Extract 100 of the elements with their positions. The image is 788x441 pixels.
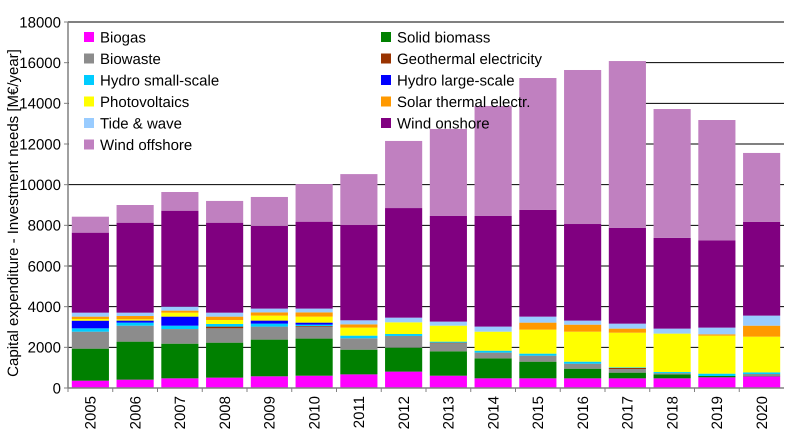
x-tick-label: 2007	[172, 396, 190, 430]
bar	[296, 326, 333, 339]
bar	[340, 324, 378, 328]
bar	[250, 316, 288, 321]
bar	[116, 312, 154, 316]
y-tick-label: 6000	[28, 258, 61, 276]
bar	[654, 109, 691, 238]
bar	[698, 336, 736, 374]
bar	[250, 320, 288, 324]
bar	[564, 70, 602, 224]
x-tick-label: 2011	[351, 396, 368, 428]
y-tick-label: 10000	[19, 176, 61, 194]
bar	[116, 322, 154, 326]
legend-label: Biowaste	[100, 50, 161, 68]
y-tick-label: 12000	[19, 136, 61, 154]
bar	[72, 320, 109, 328]
bar	[72, 232, 109, 313]
bar	[519, 330, 556, 354]
x-tick-label: 2016	[574, 396, 592, 430]
bar	[72, 332, 109, 349]
bar	[430, 343, 467, 352]
bar	[608, 61, 646, 228]
legend-label: Wind offshore	[100, 136, 192, 154]
bar	[743, 222, 780, 316]
bar	[296, 312, 333, 317]
x-tick-label: 2005	[82, 396, 100, 430]
bar	[564, 320, 602, 325]
bar	[296, 376, 333, 388]
legend-label: Wind onshore	[397, 115, 490, 132]
bar	[698, 328, 736, 334]
bar	[296, 308, 333, 312]
legend-label: Hydro small-scale	[100, 72, 220, 90]
legend-label: Tide & wave	[100, 115, 182, 132]
bar	[519, 378, 556, 388]
x-tick-label: 2012	[396, 396, 413, 430]
bar	[608, 368, 646, 373]
bar	[564, 324, 602, 332]
bar	[340, 336, 378, 338]
bar	[161, 306, 198, 311]
bar	[116, 380, 154, 388]
bar	[250, 196, 288, 226]
bar	[743, 336, 780, 372]
bar	[474, 378, 512, 388]
x-tick-label: 2019	[709, 396, 726, 430]
bar	[72, 216, 109, 233]
x-tick-label: 2020	[754, 396, 771, 430]
bar	[474, 216, 512, 327]
bar	[430, 351, 467, 376]
bar	[250, 326, 288, 340]
bar	[743, 152, 780, 222]
bar	[654, 238, 691, 329]
bar	[474, 332, 512, 351]
bar	[385, 372, 422, 388]
bar	[161, 312, 198, 317]
bar	[72, 380, 109, 388]
bar	[654, 378, 691, 388]
bar	[519, 210, 556, 317]
bar	[250, 376, 288, 388]
bar	[564, 332, 602, 362]
bar	[430, 326, 467, 342]
bar	[206, 312, 244, 317]
bar	[519, 316, 556, 323]
bar	[564, 368, 602, 378]
bar	[430, 216, 467, 322]
legend-label: Solar thermal electr.	[397, 94, 530, 111]
bar	[340, 225, 378, 320]
bar	[340, 320, 378, 324]
y-tick-label: 8000	[28, 218, 61, 235]
y-tick-label: 0	[52, 380, 61, 398]
bar	[161, 316, 198, 326]
bar	[385, 322, 422, 334]
x-tick-label: 2018	[664, 396, 682, 430]
bar	[206, 316, 244, 320]
x-tick-label: 2008	[216, 396, 234, 430]
bar	[161, 329, 198, 344]
bar	[430, 376, 467, 388]
bar	[743, 316, 780, 326]
bar	[340, 338, 378, 350]
bar	[340, 328, 378, 336]
bar	[116, 316, 154, 320]
bar	[430, 128, 467, 216]
legend-label: Biogas	[100, 29, 146, 46]
bar	[385, 348, 422, 372]
bar	[474, 358, 512, 378]
bar	[250, 226, 288, 309]
bar	[161, 192, 198, 211]
legend-label: Hydro large-scale	[397, 72, 515, 90]
bar	[206, 328, 244, 343]
bar	[206, 378, 244, 388]
bar	[608, 228, 646, 324]
bar	[206, 222, 244, 313]
bar	[698, 120, 736, 240]
bar	[743, 326, 780, 337]
bar	[385, 140, 422, 208]
bar	[340, 174, 378, 226]
bar	[296, 184, 333, 222]
bar	[564, 378, 602, 388]
bar	[698, 377, 736, 388]
bar	[474, 326, 512, 332]
bar	[608, 378, 646, 388]
